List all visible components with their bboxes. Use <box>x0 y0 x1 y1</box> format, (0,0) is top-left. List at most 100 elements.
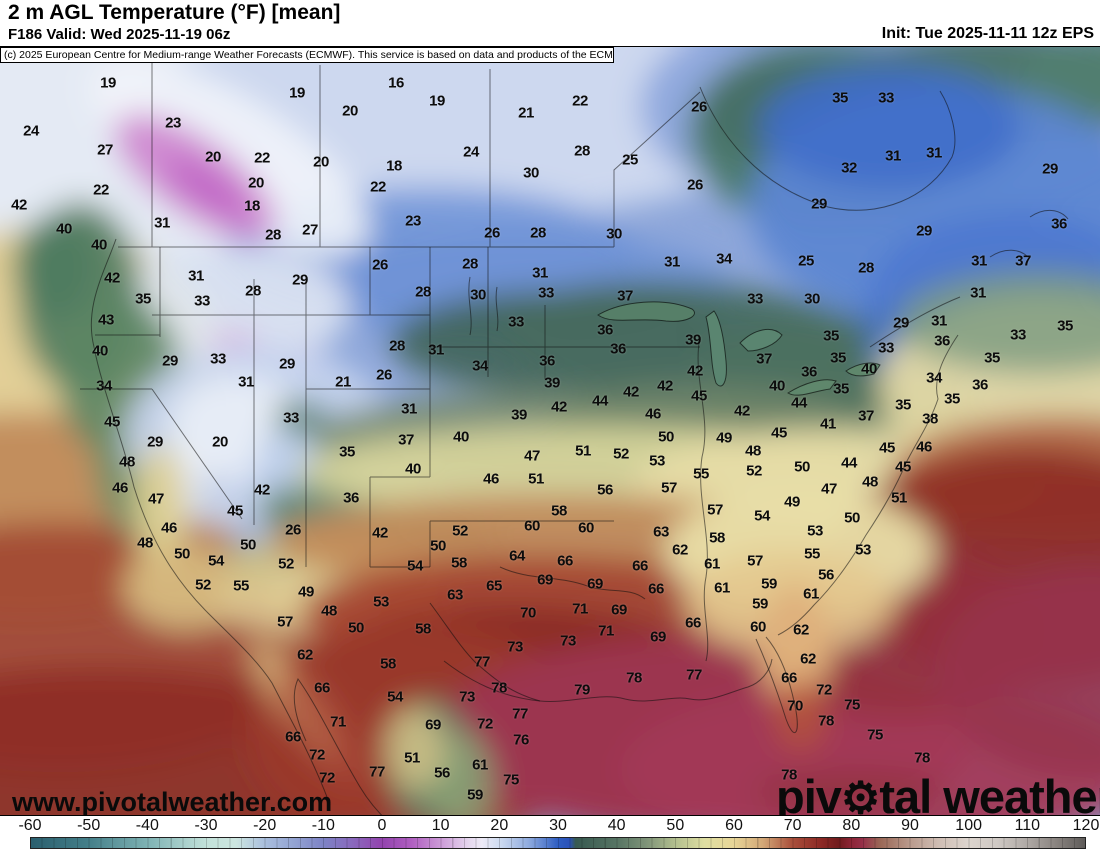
temperature-label: 44 <box>791 394 807 412</box>
temperature-label: 26 <box>484 224 500 242</box>
temperature-label: 34 <box>96 377 112 395</box>
temperature-label: 22 <box>370 178 386 196</box>
temperature-label: 55 <box>693 465 709 483</box>
temperature-label: 49 <box>716 429 732 447</box>
temperature-label: 36 <box>610 340 626 358</box>
temperature-label: 33 <box>878 339 894 357</box>
temperature-label: 61 <box>704 555 720 573</box>
colorbar-tick-label: 30 <box>549 817 567 834</box>
temperature-label: 62 <box>793 621 809 639</box>
temperature-label: 54 <box>407 557 423 575</box>
temperature-label: 37 <box>1015 252 1031 270</box>
temperature-label: 60 <box>524 517 540 535</box>
temperature-label: 66 <box>285 728 301 746</box>
temperature-label: 51 <box>404 749 420 767</box>
temperature-label: 72 <box>477 715 493 733</box>
temperature-label: 65 <box>486 577 502 595</box>
temperature-label: 61 <box>714 579 730 597</box>
temperature-label: 46 <box>645 405 661 423</box>
temperature-label: 59 <box>752 595 768 613</box>
temperature-label: 29 <box>147 433 163 451</box>
temperature-label: 46 <box>916 438 932 456</box>
temperature-label: 20 <box>342 102 358 120</box>
temperature-label: 77 <box>512 705 528 723</box>
temperature-label: 42 <box>657 377 673 395</box>
init-time-text: Init: Tue 2025-11-11 12z EPS <box>881 25 1094 42</box>
temperature-label: 33 <box>283 409 299 427</box>
temperature-label: 35 <box>823 327 839 345</box>
temperature-label: 52 <box>452 522 468 540</box>
temperature-label: 21 <box>335 373 351 391</box>
temperature-label: 34 <box>472 357 488 375</box>
colorbar-tick-label: 70 <box>783 817 802 834</box>
temperature-label: 73 <box>459 688 475 706</box>
temperature-label: 29 <box>916 222 932 240</box>
temperature-label: 78 <box>818 712 834 730</box>
temperature-label: 31 <box>970 284 986 302</box>
temperature-label: 59 <box>761 575 777 593</box>
temperature-label: 69 <box>650 628 666 646</box>
temperature-label: 52 <box>278 555 294 573</box>
temperature-label: 66 <box>648 580 664 598</box>
temperature-label: 31 <box>664 253 680 271</box>
colorbar-tick-label: 0 <box>377 817 387 834</box>
copyright-text: (c) 2025 European Centre for Medium-rang… <box>0 47 614 63</box>
watermark-brand: piv⚙tal weather <box>776 769 1100 815</box>
temperature-label: 62 <box>800 650 816 668</box>
temperature-label: 52 <box>195 576 211 594</box>
temperature-label: 35 <box>339 443 355 461</box>
temperature-label: 73 <box>507 638 523 656</box>
temperature-label: 33 <box>210 350 226 368</box>
temperature-label: 28 <box>530 224 546 242</box>
colorbar-tick-label: 90 <box>901 817 919 834</box>
temperature-label: 75 <box>867 726 883 744</box>
temperature-label: 40 <box>769 377 785 395</box>
temperature-label: 45 <box>104 413 120 431</box>
temperature-label: 43 <box>98 311 114 329</box>
temperature-label: 42 <box>372 524 388 542</box>
temperature-label: 30 <box>470 286 486 304</box>
temperature-label: 21 <box>518 104 534 122</box>
temperature-label: 29 <box>893 314 909 332</box>
temperature-label: 33 <box>1010 326 1026 344</box>
temperature-label: 69 <box>587 575 603 593</box>
temperature-label: 78 <box>914 749 930 767</box>
temperature-label: 35 <box>1057 317 1073 335</box>
colorbar-tick-label: 100 <box>955 817 983 834</box>
temperature-label: 36 <box>801 363 817 381</box>
temperature-label: 29 <box>1042 160 1058 178</box>
temperature-label: 30 <box>606 225 622 243</box>
temperature-label: 54 <box>754 507 770 525</box>
temperature-label: 59 <box>467 786 483 804</box>
temperature-label: 79 <box>574 681 590 699</box>
temperature-label: 70 <box>520 604 536 622</box>
temperature-label: 31 <box>428 341 444 359</box>
temperature-label: 24 <box>23 122 39 140</box>
temperature-label: 56 <box>818 566 834 584</box>
temperature-label: 48 <box>321 602 337 620</box>
colorbar-tick-label: 120 <box>1072 817 1100 834</box>
temperature-label: 31 <box>154 214 170 232</box>
temperature-label: 31 <box>926 144 942 162</box>
colorbar-tick-label: 10 <box>431 817 450 834</box>
temperature-label: 18 <box>244 197 260 215</box>
temperature-label: 37 <box>617 287 633 305</box>
temperature-label: 26 <box>372 256 388 274</box>
temperature-label: 37 <box>858 407 874 425</box>
temperature-label: 71 <box>598 622 614 640</box>
temperature-label: 22 <box>254 149 270 167</box>
temperature-label: 69 <box>425 716 441 734</box>
temperature-label: 77 <box>369 763 385 781</box>
temperature-label: 32 <box>841 159 857 177</box>
temperature-label: 35 <box>135 290 151 308</box>
temperature-label: 66 <box>781 669 797 687</box>
temperature-label: 33 <box>508 313 524 331</box>
temperature-label: 51 <box>528 470 544 488</box>
temperature-label: 29 <box>811 195 827 213</box>
temperature-label: 78 <box>781 766 797 784</box>
temperature-label: 23 <box>405 212 421 230</box>
temperature-label: 29 <box>279 355 295 373</box>
temperature-label: 31 <box>532 264 548 282</box>
temperature-label: 47 <box>524 447 540 465</box>
